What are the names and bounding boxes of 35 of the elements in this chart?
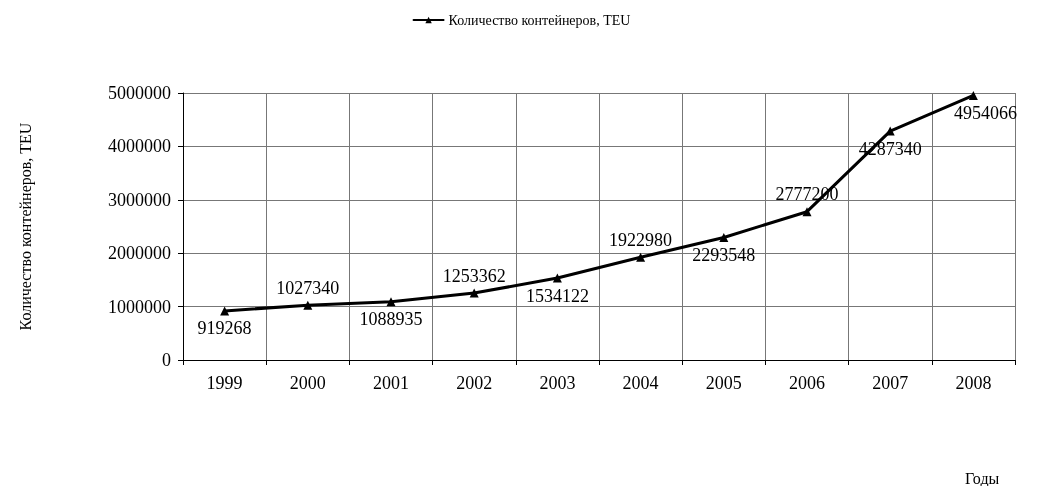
x-tick-label: 2003: [539, 373, 576, 393]
x-tick-label: 2000: [289, 373, 326, 393]
data-label: 4954066: [953, 102, 1017, 123]
x-tick-label: 2001: [373, 373, 409, 393]
data-label: 1027340: [276, 277, 340, 298]
x-axis-title: Годы: [965, 469, 1000, 486]
data-label: 1088935: [359, 309, 423, 330]
y-tick-label: 5000000: [108, 83, 171, 103]
data-label: 2293548: [692, 245, 756, 266]
y-tick-label: 2000000: [108, 243, 171, 264]
x-tick-label: 2008: [955, 373, 992, 393]
point: [968, 90, 978, 100]
y-tick-label: 4000000: [108, 136, 171, 157]
point: [802, 207, 812, 217]
data-label: 919268: [197, 318, 252, 339]
point: [719, 233, 729, 243]
point: [636, 252, 646, 262]
legend-label: Количество контейнеров, TEU: [448, 12, 631, 28]
data-label: 1922980: [609, 229, 673, 250]
point: [386, 297, 396, 307]
x-tick-label: 2007: [872, 373, 909, 393]
y-axis-title: Количество контейнеров, TEU: [16, 122, 35, 331]
x-tick-label: 1999: [206, 373, 243, 393]
x-tick-label: 2002: [456, 373, 493, 393]
point: [552, 273, 562, 283]
y-tick-label: 3000000: [108, 189, 171, 210]
x-tick-label: 2006: [789, 373, 825, 393]
x-tick-label: 2004: [622, 373, 659, 393]
point: [303, 300, 313, 310]
x-tick-label: 2005: [705, 373, 742, 393]
point: [469, 288, 479, 298]
data-label: 1253362: [442, 265, 506, 286]
data-label: 1534122: [525, 285, 589, 306]
y-tick-label: 0: [162, 350, 171, 370]
y-tick-label: 1000000: [108, 296, 171, 317]
